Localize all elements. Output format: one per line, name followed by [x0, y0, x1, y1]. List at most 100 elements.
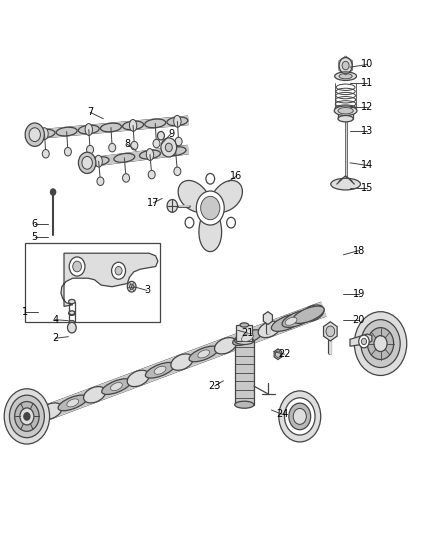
Text: 24: 24: [276, 409, 289, 419]
Text: 23: 23: [208, 381, 221, 391]
Ellipse shape: [285, 317, 297, 325]
Ellipse shape: [302, 305, 324, 321]
Ellipse shape: [241, 334, 253, 342]
Circle shape: [201, 196, 220, 220]
FancyBboxPatch shape: [235, 341, 254, 405]
Ellipse shape: [215, 337, 237, 354]
Ellipse shape: [331, 178, 360, 190]
Circle shape: [130, 284, 134, 289]
Circle shape: [367, 328, 394, 360]
Circle shape: [148, 171, 155, 179]
Ellipse shape: [338, 116, 353, 122]
Circle shape: [227, 217, 236, 228]
Circle shape: [167, 199, 177, 212]
Circle shape: [42, 150, 49, 158]
Circle shape: [175, 137, 182, 146]
Text: 22: 22: [278, 349, 291, 359]
Ellipse shape: [85, 124, 92, 135]
Ellipse shape: [14, 411, 44, 427]
Ellipse shape: [69, 311, 75, 316]
Circle shape: [87, 146, 94, 154]
Ellipse shape: [127, 370, 149, 386]
Ellipse shape: [69, 320, 75, 324]
Circle shape: [276, 351, 281, 358]
Ellipse shape: [282, 310, 314, 327]
Text: 1: 1: [21, 306, 28, 317]
Ellipse shape: [145, 362, 175, 378]
Ellipse shape: [34, 130, 55, 138]
Ellipse shape: [154, 366, 166, 374]
Ellipse shape: [146, 149, 154, 160]
Ellipse shape: [174, 115, 181, 127]
Circle shape: [161, 138, 177, 157]
Circle shape: [359, 335, 369, 348]
Ellipse shape: [258, 321, 280, 337]
Ellipse shape: [88, 157, 109, 166]
Circle shape: [339, 58, 352, 74]
Text: 9: 9: [168, 128, 174, 139]
Ellipse shape: [140, 150, 160, 159]
Ellipse shape: [339, 74, 352, 79]
Text: 5: 5: [32, 232, 38, 243]
FancyBboxPatch shape: [237, 325, 252, 341]
Polygon shape: [274, 349, 282, 360]
Polygon shape: [61, 253, 158, 306]
Text: 8: 8: [124, 139, 131, 149]
Text: 2: 2: [52, 333, 58, 343]
Ellipse shape: [78, 125, 99, 134]
Ellipse shape: [69, 300, 75, 304]
Circle shape: [25, 123, 44, 147]
Circle shape: [131, 141, 138, 150]
Text: 7: 7: [87, 107, 93, 117]
Circle shape: [127, 281, 136, 292]
Circle shape: [354, 312, 407, 375]
Circle shape: [342, 61, 349, 70]
Ellipse shape: [110, 383, 122, 391]
Circle shape: [50, 189, 56, 195]
Ellipse shape: [100, 123, 121, 132]
Circle shape: [285, 398, 315, 435]
Text: 16: 16: [230, 171, 243, 181]
Ellipse shape: [171, 354, 193, 370]
Ellipse shape: [23, 415, 35, 423]
Text: 13: 13: [361, 126, 374, 136]
Ellipse shape: [58, 395, 88, 411]
Ellipse shape: [67, 399, 79, 407]
Ellipse shape: [167, 117, 188, 126]
Ellipse shape: [40, 403, 62, 419]
Text: 20: 20: [353, 314, 365, 325]
Text: 15: 15: [361, 183, 374, 193]
Ellipse shape: [165, 147, 186, 156]
Ellipse shape: [102, 379, 131, 394]
Ellipse shape: [114, 154, 135, 162]
Ellipse shape: [145, 119, 166, 128]
Circle shape: [206, 173, 215, 184]
Ellipse shape: [235, 337, 254, 344]
Ellipse shape: [198, 350, 210, 358]
Ellipse shape: [293, 306, 324, 324]
Ellipse shape: [235, 401, 254, 408]
Text: 19: 19: [353, 289, 365, 299]
Ellipse shape: [123, 121, 144, 130]
Ellipse shape: [41, 128, 48, 140]
Circle shape: [289, 403, 311, 430]
Circle shape: [4, 389, 49, 444]
Circle shape: [109, 143, 116, 152]
Circle shape: [64, 148, 71, 156]
Ellipse shape: [189, 346, 219, 362]
Circle shape: [24, 413, 30, 420]
Ellipse shape: [129, 119, 137, 131]
Circle shape: [78, 152, 96, 173]
Circle shape: [153, 139, 160, 148]
Ellipse shape: [240, 323, 249, 327]
Circle shape: [123, 174, 130, 182]
Circle shape: [73, 261, 81, 272]
Text: 18: 18: [353, 246, 365, 255]
Circle shape: [157, 132, 164, 140]
Text: 3: 3: [144, 286, 150, 295]
Text: 10: 10: [361, 60, 374, 69]
Ellipse shape: [84, 386, 106, 403]
Circle shape: [185, 217, 194, 228]
Circle shape: [293, 408, 306, 424]
Ellipse shape: [233, 330, 262, 345]
